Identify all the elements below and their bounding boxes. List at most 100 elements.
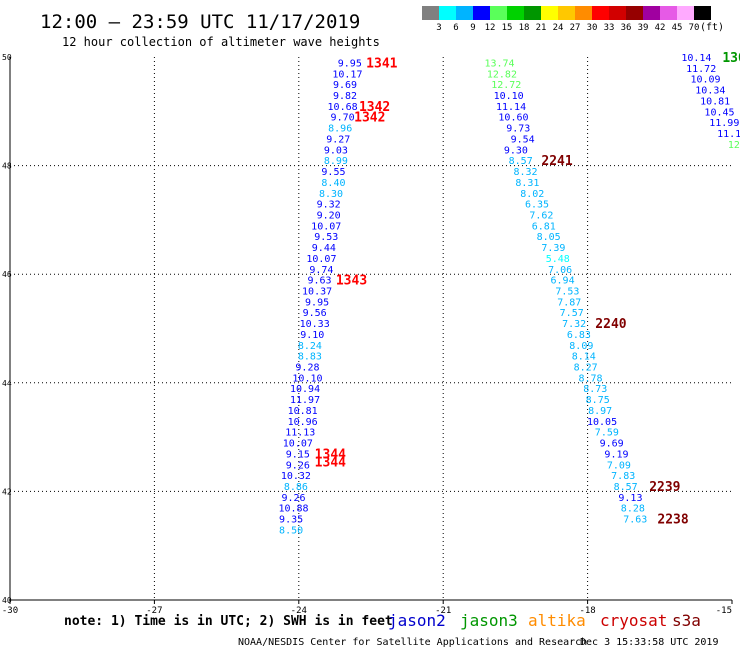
wave-height-value: 9.28 [295, 363, 319, 374]
wave-height-value: 9.20 [317, 210, 341, 221]
wave-height-value: 8.97 [588, 406, 612, 417]
pass-number-label: 2241 [541, 154, 572, 169]
wave-height-value: 8.09 [569, 341, 593, 352]
legend-bin-label: 70 [689, 23, 700, 33]
wave-height-value: 10.96 [288, 417, 318, 428]
satellite-name: cryosat [600, 611, 667, 630]
y-tick-label: 50 [2, 53, 12, 62]
wave-height-value: 12 [728, 140, 740, 151]
x-tick-label: -15 [716, 606, 732, 616]
legend-swatch [677, 6, 694, 20]
y-tick-label: 42 [2, 487, 12, 496]
wave-height-value: 8.57 [509, 156, 533, 167]
pass-number-label: 1343 [336, 274, 367, 289]
wave-height-value: 11.97 [290, 395, 320, 406]
wave-height-value: 7.09 [607, 460, 631, 471]
wave-height-value: 7.32 [562, 319, 586, 330]
wave-height-value: 9.56 [303, 308, 327, 319]
satellite-name: jason2 [388, 611, 446, 630]
wave-height-value: 9.69 [333, 80, 357, 91]
wave-height-value: 8.30 [319, 189, 343, 200]
color-legend: 3 6 9 12 15 18 21 24 27 30 33 36 39 42 45 70 [422, 6, 711, 33]
legend-swatch [558, 6, 575, 20]
wave-height-value: 10.32 [281, 471, 311, 482]
wave-height-value: 9.19 [604, 449, 628, 460]
y-tick-label: 44 [2, 379, 12, 388]
wave-height-value: 13.74 [484, 58, 514, 69]
legend-swatch [541, 6, 558, 20]
wave-height-value: 9.53 [314, 232, 338, 243]
legend-swatch [439, 6, 456, 20]
wave-height-value: 7.83 [611, 471, 635, 482]
wave-height-value: 10.05 [587, 417, 617, 428]
wave-height-value: 10.88 [278, 504, 308, 515]
wave-height-value: 10.68 [328, 102, 358, 113]
wave-height-value: 10.07 [306, 254, 336, 265]
wave-height-value: 5.48 [546, 254, 570, 265]
wave-height-value: 7.63 [623, 515, 647, 526]
legend-swatch [575, 6, 592, 20]
y-tick-label: 48 [2, 162, 12, 171]
legend-swatch [609, 6, 626, 20]
wave-height-value: 8.24 [298, 341, 322, 352]
pass-number-label: 1342 [354, 111, 385, 126]
x-tick-label: -24 [291, 606, 307, 616]
legend-unit: (ft) [700, 22, 724, 33]
wave-height-value: 9.55 [321, 167, 345, 178]
wave-height-value: 8.99 [324, 156, 348, 167]
wave-height-value: 10.94 [290, 384, 320, 395]
wave-height-value: 9.95 [305, 297, 329, 308]
wave-height-value: 8.32 [513, 167, 537, 178]
wave-height-value: 7.57 [560, 308, 584, 319]
wave-height-value: 9.32 [317, 200, 341, 211]
legend-swatch [422, 6, 439, 20]
wave-height-value: 9.44 [312, 243, 336, 254]
legend-bin-label: 39 [638, 23, 649, 33]
wave-height-value: 10.07 [283, 439, 313, 450]
legend-bin-label: 42 [655, 23, 666, 33]
wave-height-value: 8.28 [621, 504, 645, 515]
legend-bin-label: 45 [672, 23, 683, 33]
wave-height-value: 8.50 [279, 525, 303, 536]
legend-swatch [592, 6, 609, 20]
wave-height-value: 6.83 [567, 330, 591, 341]
footer-timestamp: Dec 3 15:33:58 UTC 2019 [580, 637, 718, 648]
pass-number-label: 2240 [595, 317, 626, 332]
wave-height-value: 10.10 [494, 91, 524, 102]
x-tick-label: -21 [435, 606, 451, 616]
wave-height-value: 10.37 [302, 286, 332, 297]
wave-height-value: 7.39 [541, 243, 565, 254]
x-tick-label: -27 [146, 606, 162, 616]
wave-height-value: 6.35 [525, 200, 549, 211]
wave-height-value: 10.17 [332, 69, 362, 80]
legend-bin-label: 6 [453, 23, 458, 33]
x-tick-label: -18 [579, 606, 595, 616]
wave-height-value: 9.35 [279, 515, 303, 526]
wave-height-value: 12.82 [487, 69, 517, 80]
legend-swatch [456, 6, 473, 20]
pass-number-label: 1344 [315, 456, 346, 471]
wave-height-value: 8.02 [520, 189, 544, 200]
legend-bin-label: 18 [519, 23, 530, 33]
wave-height-value: 10.81 [288, 406, 318, 417]
wave-height-value: 10.14 [681, 53, 711, 64]
wave-height-value: 9.63 [307, 276, 331, 287]
legend-swatch [473, 6, 490, 20]
wave-height-value: 8.57 [614, 482, 638, 493]
wave-height-value: 9.26 [286, 460, 310, 471]
legend-swatch [626, 6, 643, 20]
wave-height-value: 8.14 [572, 352, 596, 363]
pass-number-label: 1341 [366, 56, 397, 71]
wave-height-value: 12.72 [491, 80, 521, 91]
wave-height-points: 9.9510.179.699.8210.689.708.969.279.038.… [278, 53, 740, 536]
legend-swatch [643, 6, 660, 20]
legend-bin-label: 9 [470, 23, 475, 33]
wave-height-value: 9.54 [511, 134, 535, 145]
chart-subtitle: 12 hour collection of altimeter wave hei… [62, 35, 380, 49]
satellite-name: altika [528, 611, 586, 630]
y-tick-label: 40 [2, 596, 12, 605]
wave-height-value: 9.73 [506, 124, 530, 135]
legend-bin-label: 24 [553, 23, 564, 33]
wave-height-value: 8.73 [583, 384, 607, 395]
